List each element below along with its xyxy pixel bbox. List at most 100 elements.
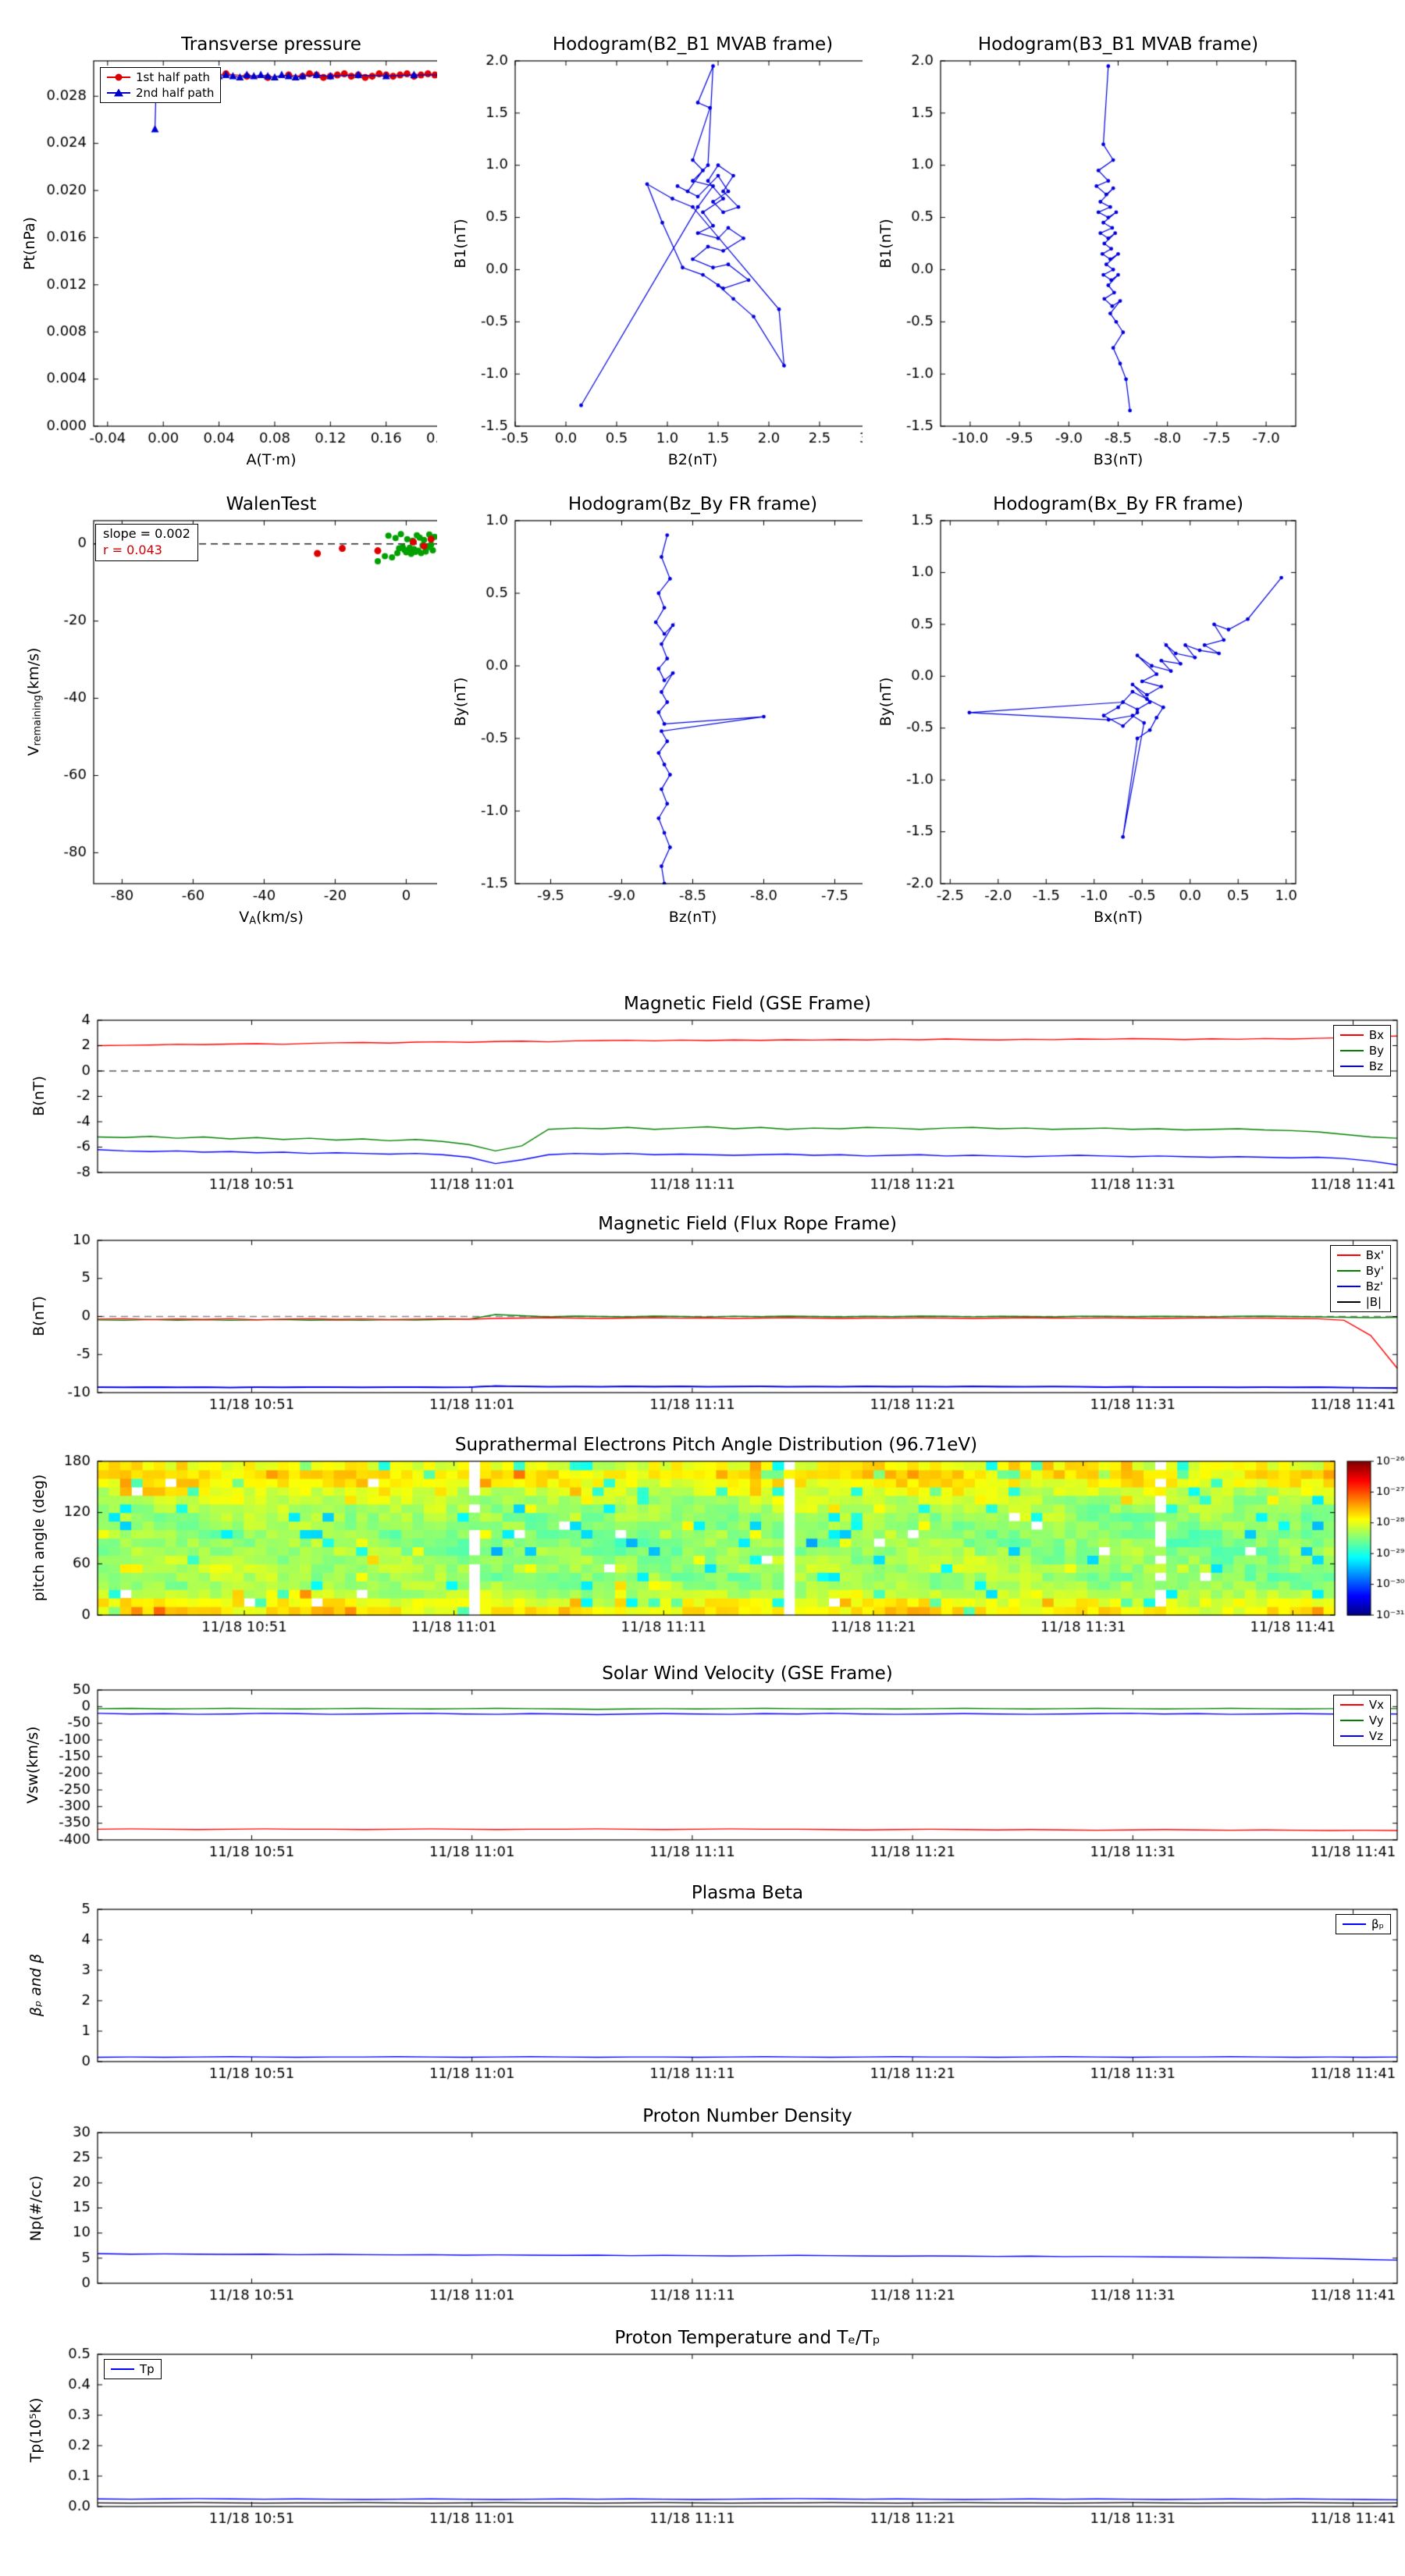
x-axis-label: VA(km/s)	[94, 909, 449, 927]
chart-legend: Vx Vy Vz	[1332, 1695, 1391, 1746]
y-axis-label: B(nT)	[30, 1296, 48, 1336]
electron-pitch-angle-canvas	[16, 1423, 1405, 1649]
x-axis-label-unit: (km/s)	[256, 909, 304, 926]
legend-entry: 2nd half path	[107, 86, 214, 100]
x-axis-label: Bx(nT)	[1094, 909, 1143, 926]
panel-hodogram-b2-b1: Hodogram(B2_B1 MVAB frame) B1(nT) B2(nT)	[437, 22, 882, 490]
chart-title: Hodogram(B3_B1 MVAB frame)	[977, 34, 1259, 55]
chart-title: Hodogram(B2_B1 MVAB frame)	[552, 34, 834, 55]
y-axis-label: Np(#/cc)	[27, 2175, 44, 2242]
chart-legend: 1st half path 2nd half path	[100, 67, 222, 103]
x-axis-label: A(T·m)	[246, 451, 297, 468]
legend-swatch	[1339, 1061, 1364, 1072]
chart-title: Transverse pressure	[181, 34, 361, 55]
y-axis-label: βₚ and β	[27, 1953, 44, 2017]
chart-title: Suprathermal Electrons Pitch Angle Distr…	[454, 1435, 978, 1455]
y-axis-label: B1(nT)	[452, 219, 469, 269]
legend-swatch	[1339, 1715, 1364, 1726]
legend-label: |B|	[1365, 1295, 1382, 1309]
y-axis-label: Tp(10⁵K)	[27, 2397, 44, 2463]
legend-entry: Bz'	[1336, 1279, 1384, 1293]
legend-entry: Bx'	[1336, 1248, 1384, 1262]
legend-label: βₚ	[1371, 1917, 1384, 1931]
legend-entry: By	[1339, 1044, 1384, 1058]
panel-electron-pitch-angle: Suprathermal Electrons Pitch Angle Distr…	[16, 1423, 1405, 1649]
x-axis-label-main: V	[239, 909, 250, 926]
panel-proton-density: Proton Number Density Np(#/cc)	[16, 2094, 1405, 2317]
panel-hodogram-b3-b1: Hodogram(B3_B1 MVAB frame) B1(nT) B3(nT)	[863, 22, 1307, 490]
hodogram-bz-by-canvas	[437, 482, 882, 947]
chart-title: Solar Wind Velocity (GSE Frame)	[602, 1663, 893, 1684]
plasma-beta-canvas	[16, 1871, 1405, 2096]
chart-legend: Tp	[104, 2359, 162, 2379]
y-axis-label-main: V	[25, 745, 43, 756]
panel-transverse-pressure: Transverse pressure Pt(nPa) A(T·m) 1st h…	[16, 22, 461, 490]
legend-swatch	[1336, 1281, 1361, 1292]
legend-label: Bx	[1368, 1028, 1384, 1042]
x-axis-label: Bz(nT)	[668, 909, 717, 926]
x-axis-label-sub: A	[249, 915, 257, 927]
legend-entry: Bx	[1339, 1028, 1384, 1042]
walen-test-canvas	[16, 482, 461, 947]
legend-swatch	[1343, 1919, 1366, 1930]
y-axis-label: B1(nT)	[877, 219, 895, 269]
y-axis-label: Vremaining(km/s)	[25, 648, 44, 756]
legend-label: Vx	[1368, 1698, 1384, 1712]
chart-title: Hodogram(Bz_By FR frame)	[567, 494, 818, 514]
transverse-pressure-canvas	[16, 22, 461, 490]
chart-legend: βₚ	[1336, 1914, 1391, 1934]
panel-magnetic-field-flux-rope: Magnetic Field (Flux Rope Frame) B(nT) B…	[16, 1202, 1405, 1425]
legend-swatch	[1339, 1045, 1364, 1056]
panel-walen-test: WalenTest Vremaining(km/s) VA(km/s) slop…	[16, 482, 461, 947]
legend-label: By	[1368, 1044, 1384, 1058]
chart-legend: Bx' By' Bz' |B|	[1329, 1245, 1391, 1312]
y-axis-label: Pt(nPa)	[21, 216, 38, 271]
legend-label: 1st half path	[136, 70, 211, 84]
legend-entry: By'	[1336, 1264, 1384, 1278]
legend-swatch	[1336, 1265, 1361, 1276]
chart-title: WalenTest	[226, 494, 317, 514]
legend-label: Bz'	[1365, 1279, 1383, 1293]
legend-label: Vz	[1368, 1729, 1383, 1743]
y-axis-label: pitch angle (deg)	[30, 1474, 48, 1602]
magnetic-field-gse-canvas	[16, 982, 1405, 1208]
chart-title: Magnetic Field (Flux Rope Frame)	[598, 1214, 897, 1234]
legend-swatch	[1336, 1297, 1361, 1308]
legend-label: Bz	[1368, 1059, 1383, 1073]
proton-temperature-canvas	[16, 2316, 1405, 2542]
solar-wind-velocity-canvas	[16, 1652, 1405, 1874]
legend-swatch	[1339, 1731, 1364, 1742]
legend-swatch	[1339, 1699, 1364, 1710]
panel-hodogram-bz-by: Hodogram(Bz_By FR frame) By(nT) Bz(nT)	[437, 482, 882, 947]
chart-title: Proton Number Density	[642, 2106, 852, 2126]
legend-label: By'	[1365, 1264, 1384, 1278]
magnetic-field-flux-rope-canvas	[16, 1202, 1405, 1425]
chart-title: Hodogram(Bx_By FR frame)	[993, 494, 1243, 514]
x-axis-label: B3(nT)	[1093, 451, 1144, 468]
proton-density-canvas	[16, 2094, 1405, 2317]
legend-label: Vy	[1368, 1713, 1384, 1727]
y-axis-label-unit: (km/s)	[25, 647, 43, 696]
y-axis-label: By(nT)	[452, 677, 469, 727]
hodogram-bx-by-canvas	[863, 482, 1307, 947]
panel-proton-temperature: Proton Temperature and Tₑ/Tₚ Tp(10⁵K) Tp	[16, 2316, 1405, 2542]
chart-title: Proton Temperature and Tₑ/Tₚ	[614, 2328, 880, 2348]
y-axis-label: Vsw(km/s)	[24, 1726, 41, 1804]
y-axis-label-sub: remaining	[31, 695, 44, 746]
y-axis-label: By(nT)	[877, 677, 895, 727]
correlation-text: r = 0.043	[103, 542, 162, 557]
legend-entry: Vz	[1339, 1729, 1384, 1743]
panel-hodogram-bx-by: Hodogram(Bx_By FR frame) By(nT) Bx(nT)	[863, 482, 1307, 947]
legend-swatch	[1339, 1030, 1364, 1041]
chart-title: Plasma Beta	[691, 1883, 804, 1903]
panel-plasma-beta: Plasma Beta βₚ and β βₚ	[16, 1871, 1405, 2096]
legend-label: Bx'	[1365, 1248, 1384, 1262]
legend-label: 2nd half path	[136, 86, 215, 100]
legend-entry: |B|	[1336, 1295, 1384, 1309]
chart-legend: Bx By Bz	[1332, 1025, 1391, 1076]
chart-title: Magnetic Field (GSE Frame)	[624, 994, 871, 1014]
legend-swatch	[107, 72, 130, 83]
legend-entry: βₚ	[1343, 1917, 1384, 1931]
legend-entry: Vy	[1339, 1713, 1384, 1727]
